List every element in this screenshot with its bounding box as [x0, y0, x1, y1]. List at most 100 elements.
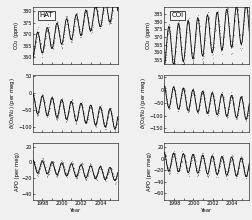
Point	[45, 114, 49, 117]
Point	[95, 9, 99, 13]
Point	[212, 157, 216, 161]
Point	[227, 24, 231, 28]
Point	[169, 35, 173, 38]
Point	[226, 113, 230, 116]
Point	[213, 29, 217, 33]
Point	[80, 31, 84, 35]
Point	[88, 26, 92, 30]
Point	[197, 107, 201, 111]
Point	[168, 165, 172, 169]
Point	[223, 169, 227, 172]
Point	[97, 106, 101, 109]
Point	[59, 158, 63, 162]
Point	[56, 170, 60, 173]
Point	[104, 175, 108, 178]
Point	[195, 174, 199, 178]
Point	[63, 167, 67, 170]
Point	[44, 170, 48, 174]
Point	[89, 165, 93, 169]
Point	[96, 115, 100, 118]
Point	[192, 93, 196, 96]
Point	[207, 108, 211, 112]
Point	[180, 91, 184, 95]
Point	[111, 122, 115, 125]
Point	[109, 112, 113, 116]
Point	[238, 33, 242, 36]
Point	[60, 42, 65, 46]
Point	[69, 35, 73, 39]
Point	[34, 106, 38, 109]
Point	[223, 105, 227, 108]
Point	[236, 169, 240, 173]
Point	[86, 169, 90, 172]
Point	[34, 106, 38, 110]
Point	[172, 154, 176, 157]
Point	[196, 111, 200, 115]
Point	[186, 20, 190, 24]
Point	[41, 46, 45, 49]
Point	[47, 31, 51, 34]
Point	[247, 167, 251, 170]
Point	[242, 13, 246, 17]
Point	[58, 41, 62, 44]
Point	[37, 106, 41, 109]
Point	[224, 112, 228, 115]
Point	[217, 166, 221, 169]
Point	[66, 172, 70, 176]
Point	[80, 161, 84, 164]
Point	[174, 97, 178, 100]
Point	[79, 32, 83, 36]
Point	[166, 29, 170, 33]
Point	[115, 5, 119, 8]
Point	[110, 171, 114, 175]
Point	[102, 3, 106, 7]
Point	[42, 98, 46, 102]
Point	[177, 169, 181, 172]
Point	[246, 14, 250, 18]
Point	[213, 104, 217, 107]
Point	[226, 15, 230, 19]
Point	[62, 35, 66, 38]
Point	[172, 65, 176, 68]
Point	[85, 174, 89, 177]
Point	[43, 108, 47, 112]
Point	[104, 124, 108, 127]
Point	[175, 21, 179, 24]
Point	[87, 168, 91, 171]
Point	[182, 86, 186, 90]
Point	[91, 23, 95, 27]
Point	[216, 171, 220, 175]
Point	[59, 162, 63, 166]
Point	[114, 125, 118, 129]
Point	[178, 103, 182, 107]
Point	[103, 179, 107, 182]
Point	[197, 107, 201, 111]
Point	[107, 108, 111, 112]
Point	[53, 26, 57, 29]
Point	[192, 55, 196, 59]
Point	[193, 46, 197, 49]
Point	[245, 174, 249, 177]
Point	[57, 31, 61, 34]
Point	[110, 119, 114, 123]
Point	[88, 105, 92, 109]
Point	[56, 114, 60, 117]
Point	[47, 172, 51, 175]
Point	[104, 3, 108, 7]
Point	[53, 31, 57, 34]
Point	[198, 165, 202, 169]
Point	[48, 102, 52, 105]
Point	[73, 115, 77, 118]
Point	[169, 161, 173, 165]
Point	[209, 156, 213, 159]
Point	[237, 161, 241, 165]
Point	[208, 101, 212, 105]
Point	[203, 161, 207, 165]
Point	[91, 171, 95, 175]
Point	[112, 124, 116, 128]
Point	[213, 102, 217, 105]
Point	[68, 35, 72, 38]
Point	[174, 163, 178, 166]
Point	[58, 163, 62, 167]
Point	[198, 103, 202, 107]
